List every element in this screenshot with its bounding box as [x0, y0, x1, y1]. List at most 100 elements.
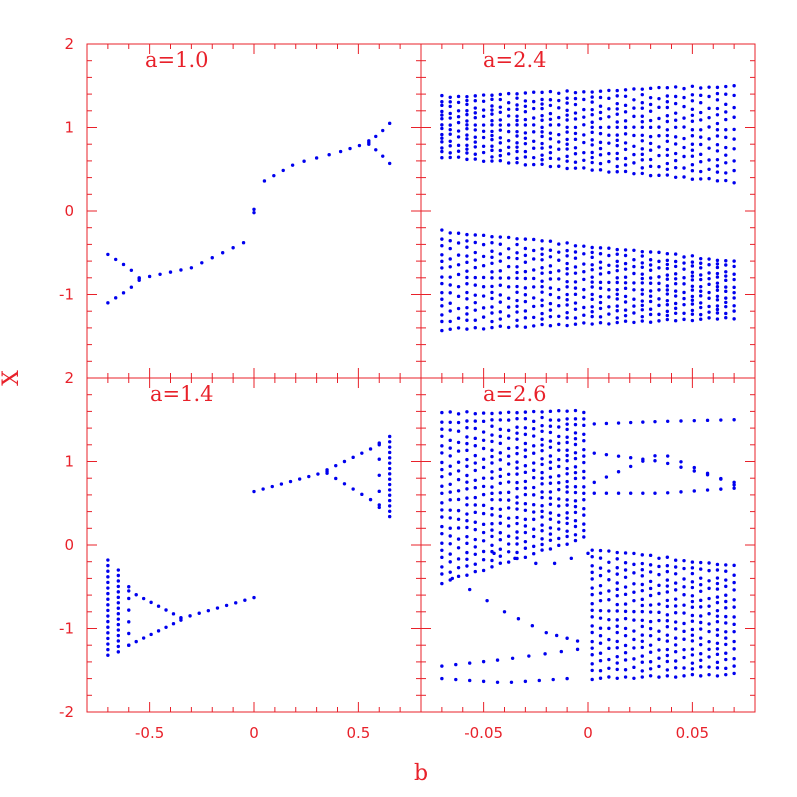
data-point [715, 281, 720, 285]
y-tick-label: 0 [64, 536, 74, 554]
data-point [440, 460, 444, 465]
data-point [565, 147, 569, 151]
y-tick-label: 2 [64, 369, 74, 387]
data-point [665, 147, 670, 152]
data-point [573, 301, 578, 305]
data-point [485, 598, 489, 603]
data-point [171, 612, 176, 616]
data-point [552, 561, 557, 566]
data-point [557, 164, 561, 168]
data-point [590, 160, 594, 165]
data-point [448, 132, 452, 136]
data-point [548, 460, 553, 464]
data-point [657, 164, 661, 169]
data-point [509, 680, 514, 685]
data-point [481, 99, 486, 104]
data-point [682, 577, 686, 581]
data-point [598, 168, 603, 172]
data-point [623, 163, 628, 167]
data-point [607, 246, 611, 250]
data-point [448, 239, 452, 243]
data-point [498, 148, 503, 153]
data-point [699, 294, 703, 298]
data-point [673, 165, 678, 170]
data-point [582, 454, 586, 458]
data-point [456, 574, 461, 579]
data-point [719, 418, 723, 422]
data-point [481, 476, 486, 480]
data-point [506, 550, 511, 554]
data-point [590, 555, 594, 559]
data-point [615, 639, 619, 644]
data-point [616, 421, 621, 425]
data-point [724, 636, 728, 640]
data-point [632, 288, 636, 292]
data-point [498, 118, 503, 122]
data-point [515, 466, 519, 470]
data-point [456, 546, 461, 550]
data-point [565, 279, 569, 284]
data-point [573, 417, 578, 421]
data-point [590, 107, 594, 112]
data-point [623, 94, 628, 98]
data-point [532, 485, 536, 490]
data-point [715, 284, 720, 289]
data-point [106, 597, 110, 601]
data-point [440, 304, 444, 308]
data-point [465, 541, 469, 546]
data-point [582, 244, 586, 248]
data-point [523, 316, 528, 320]
data-point [665, 578, 670, 582]
data-point [582, 90, 586, 94]
data-point [481, 530, 486, 535]
data-point [690, 93, 695, 97]
data-point [440, 491, 444, 495]
data-point [582, 410, 586, 415]
data-point [548, 131, 553, 135]
data-point [699, 567, 703, 571]
data-point [607, 270, 611, 275]
data-point [724, 606, 728, 610]
data-point [640, 158, 644, 162]
data-point [116, 606, 121, 610]
data-point [648, 299, 653, 304]
data-point [481, 254, 486, 259]
data-point [548, 145, 553, 149]
data-point [598, 294, 603, 299]
data-point [657, 556, 661, 560]
data-point [607, 657, 611, 662]
data-point [582, 528, 586, 533]
data-point [540, 158, 544, 162]
data-point [665, 309, 670, 314]
data-point [367, 142, 371, 146]
data-point [548, 418, 553, 422]
data-point [623, 319, 628, 323]
data-point [640, 597, 644, 602]
data-point [623, 141, 628, 145]
data-point [590, 548, 594, 552]
data-point [682, 276, 686, 280]
data-point [582, 270, 586, 274]
data-point [641, 491, 645, 495]
data-point [623, 609, 628, 614]
data-point [387, 477, 392, 481]
data-point [641, 420, 645, 424]
data-point [682, 302, 686, 307]
data-point [456, 120, 461, 125]
data-point [715, 304, 720, 308]
data-point [540, 317, 544, 321]
data-point [690, 177, 695, 181]
data-point [515, 460, 519, 464]
data-point [615, 609, 619, 613]
data-point [682, 175, 686, 179]
data-point [523, 149, 528, 154]
data-point [456, 272, 461, 277]
data-point [490, 123, 494, 127]
data-point [523, 454, 528, 459]
data-point [607, 253, 611, 258]
data-point [707, 176, 711, 181]
data-point [149, 632, 153, 637]
data-point [473, 250, 477, 255]
data-point [715, 562, 720, 567]
data-point [473, 111, 477, 115]
